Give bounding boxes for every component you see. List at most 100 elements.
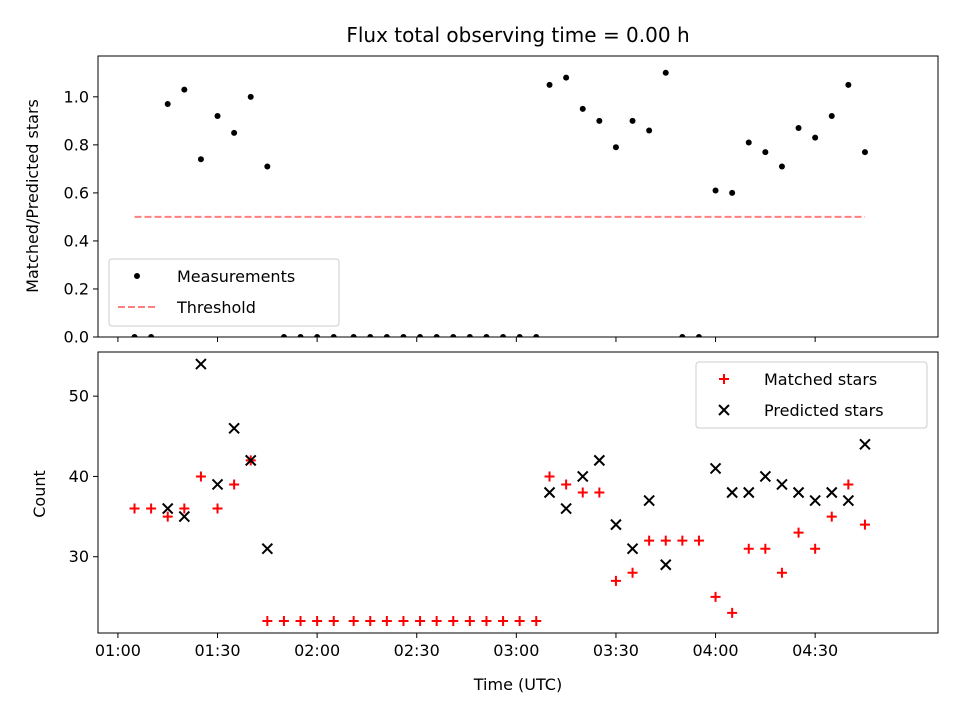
legend-box	[695, 361, 928, 429]
predicted-star-point	[809, 494, 821, 507]
predicted-star-point	[859, 438, 871, 451]
measurement-point	[845, 81, 852, 88]
measurement-point	[197, 156, 204, 163]
measurement-point	[148, 334, 155, 337]
measurement-point	[546, 81, 553, 88]
x-tick-label: 01:00	[95, 641, 141, 660]
matched-star-point	[448, 615, 459, 626]
measurement-point	[662, 69, 669, 76]
chart-title: Flux total observing time = 0.00 h	[346, 23, 689, 47]
measurement-point	[729, 189, 736, 196]
measurement-point	[247, 93, 254, 100]
x-tick-label: 04:30	[792, 641, 838, 660]
predicted-star-point	[211, 478, 224, 491]
measurement-point	[861, 149, 868, 156]
measurement-point	[350, 334, 357, 337]
predicted-star-point	[743, 486, 755, 499]
predicted-star-point	[826, 486, 838, 499]
measurement-point	[314, 334, 321, 337]
matched-star-point	[464, 615, 475, 626]
predicted-star-point	[543, 486, 556, 499]
predicted-star-point	[643, 494, 655, 507]
x-tick-label: 04:00	[692, 641, 738, 660]
matched-star-point	[760, 543, 771, 554]
matched-star-point	[312, 615, 323, 626]
matched-star-point	[677, 535, 688, 546]
bottom-y-axis-label: Count	[30, 470, 49, 518]
matched-star-point	[514, 615, 525, 626]
y-tick-label: 0.6	[64, 183, 89, 202]
x-tick-label: 03:30	[593, 641, 639, 660]
predicted-star-point	[261, 542, 274, 555]
predicted-star-point	[162, 502, 174, 515]
x-tick-label: 03:00	[493, 641, 539, 660]
measurement-point	[533, 334, 540, 337]
matched-star-point	[627, 567, 638, 578]
axes-frame	[97, 351, 939, 634]
matched-star-point	[743, 543, 754, 554]
matched-star-point	[212, 503, 223, 514]
matched-star-point	[431, 615, 442, 626]
matched-star-point	[610, 575, 621, 586]
predicted-star-point	[245, 454, 257, 467]
y-tick-label: 30	[69, 547, 89, 566]
legend-label: Measurements	[177, 267, 295, 286]
legend: Measurements Threshold	[108, 258, 340, 327]
predicted-star-point	[560, 502, 572, 515]
measurement-point	[450, 334, 457, 337]
measurement-point	[181, 86, 188, 93]
matched-star-point	[710, 591, 721, 602]
x-tick-label: 02:30	[394, 641, 440, 660]
measurement-point	[367, 334, 374, 337]
legend-predicted-marker	[718, 404, 730, 416]
matched-star-point	[278, 615, 289, 626]
matched-star-point	[544, 471, 555, 482]
predicted-star-point	[776, 478, 788, 491]
predicted-star-point	[709, 462, 722, 475]
matched-star-point	[295, 615, 306, 626]
y-tick-label: 0.4	[64, 231, 89, 250]
y-tick-label: 0.8	[64, 135, 89, 154]
measurement-point	[612, 144, 619, 151]
legend-box	[108, 258, 340, 327]
measurement-point	[500, 334, 507, 337]
predicted-star-point	[228, 422, 240, 434]
measurement-point	[563, 74, 570, 81]
predicted-star-point	[577, 470, 589, 483]
predicted-star-point	[792, 486, 805, 499]
matched-star-point	[727, 607, 738, 618]
y-tick-label: 40	[69, 467, 89, 486]
predicted-star-point	[660, 559, 672, 571]
measurement-point	[400, 334, 407, 337]
matched-star-point	[365, 615, 376, 626]
predicted-star-point	[726, 486, 738, 499]
matched-star-point	[398, 615, 409, 626]
measurement-point	[712, 187, 719, 194]
matched-star-point	[843, 479, 854, 490]
matched-star-point	[577, 487, 588, 498]
legend-label: Predicted stars	[764, 401, 884, 420]
measurement-point	[516, 334, 523, 337]
predicted-star-point	[178, 510, 191, 523]
matched-star-point	[826, 511, 837, 522]
predicted-star-point	[842, 494, 855, 507]
measurement-point	[280, 334, 287, 337]
measurement-point	[466, 334, 473, 337]
matched-star-point	[561, 479, 572, 490]
measurement-point	[745, 139, 752, 146]
measurement-point	[417, 334, 424, 337]
matched-star-point	[498, 615, 509, 626]
data-marks	[129, 358, 871, 626]
predicted-star-point	[759, 470, 772, 483]
matched-star-point	[328, 615, 339, 626]
measurement-point	[828, 113, 835, 120]
measurement-point	[214, 113, 221, 120]
measurement-point	[695, 334, 702, 337]
matched-star-point	[262, 615, 273, 626]
measurement-point	[646, 127, 653, 134]
matched-star-point	[129, 503, 140, 514]
matched-star-point	[594, 487, 605, 498]
measurement-point	[762, 149, 769, 156]
matched-star-point	[195, 471, 206, 482]
